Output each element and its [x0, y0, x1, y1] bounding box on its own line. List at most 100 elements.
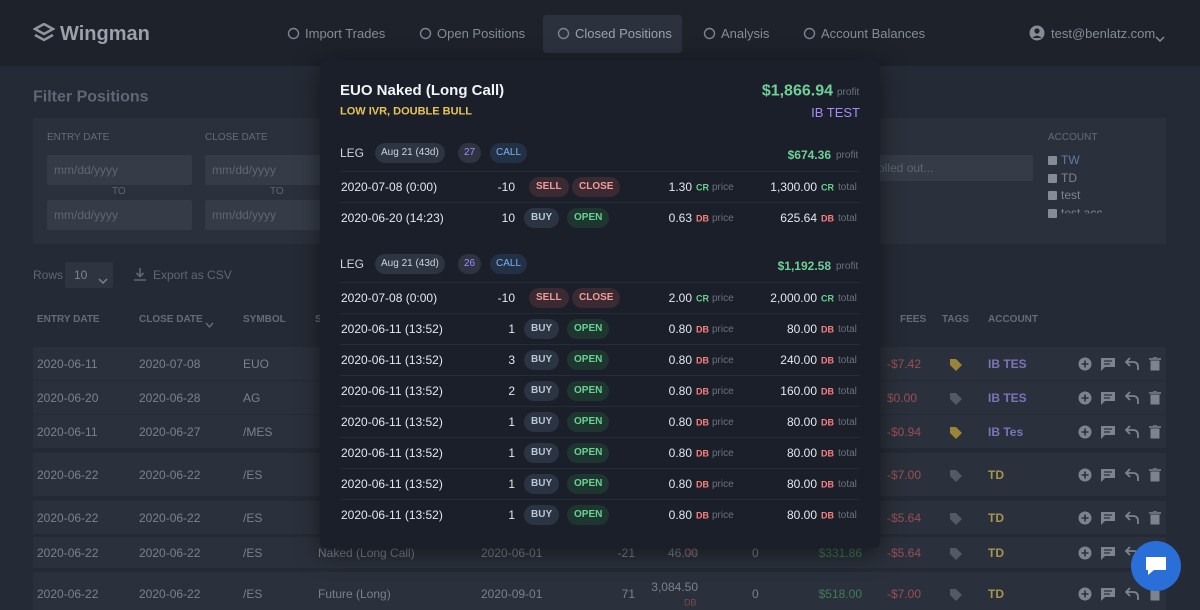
user-email[interactable]: test@benlatz.com — [1051, 26, 1156, 42]
filter-label: ENTRY DATE — [47, 132, 110, 143]
account-checkbox[interactable] — [1048, 173, 1057, 183]
trade-side: SELL — [529, 177, 569, 197]
icon-part — [1124, 357, 1139, 370]
export-icon — [134, 268, 146, 281]
note-action[interactable] — [1101, 469, 1115, 482]
add-action[interactable] — [1078, 391, 1092, 405]
tag-icon[interactable] — [950, 547, 962, 560]
delete-action[interactable] — [1149, 390, 1161, 405]
icon-part — [1155, 36, 1165, 43]
account-checkbox[interactable] — [1048, 156, 1057, 165]
tag-icon[interactable] — [950, 392, 962, 405]
icon-part — [1124, 587, 1139, 600]
nav-item[interactable]: Open Positions — [437, 26, 526, 42]
cell-price-tag: DB — [684, 547, 697, 558]
note-action[interactable] — [1101, 588, 1115, 601]
icon-part — [1124, 391, 1139, 404]
tag-icon[interactable] — [950, 588, 962, 601]
note-action[interactable] — [1101, 512, 1115, 525]
filter-to: TO — [112, 186, 126, 197]
trade-price: 0.80 — [668, 383, 692, 398]
search-input[interactable] — [860, 155, 1033, 181]
icon-part — [1081, 549, 1089, 557]
roll-action[interactable] — [1124, 468, 1139, 482]
account-checkbox[interactable] — [1048, 208, 1057, 218]
cell-symbol: AG — [243, 390, 261, 405]
cell-symbol: /ES — [243, 545, 263, 560]
rows-select[interactable] — [65, 262, 113, 288]
column-header: TAGS — [942, 314, 970, 325]
icon-part — [803, 27, 816, 40]
cell-strategy: Naked (Long Call) — [318, 545, 415, 560]
trade-qty: 1 — [508, 476, 515, 491]
roll-action[interactable] — [1124, 357, 1139, 371]
add-action[interactable] — [1078, 425, 1092, 439]
trade-side: BUY — [524, 474, 560, 494]
filter-label: ACCOUNT — [1048, 132, 1098, 143]
nav-item[interactable]: Account Balances — [821, 26, 926, 42]
account-option: test acc — [1061, 205, 1103, 220]
nav-item[interactable]: Analysis — [721, 26, 770, 42]
cell-close: 2020-06-22 — [139, 510, 201, 525]
roll-action[interactable] — [1124, 587, 1139, 601]
trade-price-tag: DB — [696, 355, 709, 366]
nav-item[interactable]: Closed Positions — [575, 26, 672, 42]
trade-side: BUY — [524, 208, 560, 228]
icon-part — [1104, 549, 1112, 554]
date-input[interactable] — [47, 200, 192, 230]
cell-fees: -$5.64 — [887, 545, 922, 560]
icon-part — [1149, 424, 1161, 428]
roll-action[interactable] — [1124, 425, 1139, 439]
tag-icon[interactable] — [950, 358, 962, 371]
add-action[interactable] — [1078, 357, 1092, 371]
icon-part — [950, 589, 962, 601]
leg-strike: 27 — [458, 143, 482, 163]
add-action[interactable] — [1078, 468, 1092, 482]
note-action[interactable] — [1101, 547, 1115, 560]
delete-action[interactable] — [1149, 467, 1161, 482]
delete-action[interactable] — [1149, 356, 1161, 371]
add-action[interactable] — [1078, 546, 1092, 560]
roll-action[interactable] — [1124, 391, 1139, 405]
row-divider — [340, 406, 860, 407]
icon-part — [1101, 469, 1115, 482]
trade-action: OPEN — [567, 474, 610, 494]
icon-part — [1078, 425, 1092, 439]
cell-entry: 2020-06-11 — [37, 356, 98, 371]
note-action[interactable] — [1101, 358, 1115, 371]
date-input[interactable] — [47, 155, 192, 185]
filter-to: TO — [270, 186, 284, 197]
trade-total: 1,300.00 — [770, 179, 817, 194]
icon-part — [1032, 35, 1042, 38]
trade-total-label: total — [838, 213, 857, 224]
date-placeholder: mm/dd/yyyy — [54, 162, 119, 177]
roll-action[interactable] — [1124, 511, 1139, 525]
nav-item[interactable]: Import Trades — [305, 26, 386, 42]
delete-action[interactable] — [1149, 424, 1161, 439]
tag-icon[interactable] — [950, 426, 962, 439]
cell-entry: 2020-06-11 — [37, 424, 98, 439]
cell-account: TD — [988, 467, 1004, 482]
add-action[interactable] — [1078, 511, 1092, 525]
trade-qty: 2 — [508, 383, 515, 398]
tag-icon[interactable] — [950, 512, 962, 525]
trade-qty: -10 — [497, 290, 515, 305]
tag-icon[interactable] — [950, 469, 962, 482]
account-checkbox[interactable] — [1048, 191, 1057, 200]
delete-action[interactable] — [1149, 510, 1161, 525]
cell-price: 46.00 — [667, 545, 698, 560]
icon-part — [1150, 360, 1160, 371]
icon-part — [205, 322, 214, 329]
note-action[interactable] — [1101, 426, 1115, 439]
trade-price: 1.30 — [668, 179, 692, 194]
trade-total-label: total — [838, 448, 857, 459]
note-action[interactable] — [1101, 392, 1115, 405]
icon-part — [1078, 546, 1092, 560]
trade-total: 160.00 — [780, 383, 817, 398]
table-row[interactable] — [33, 572, 1166, 610]
add-action[interactable] — [1078, 587, 1092, 601]
trade-price-label: price — [712, 324, 734, 335]
export-button[interactable]: Export as CSV — [153, 267, 232, 282]
trade-price-tag: CR — [696, 182, 709, 193]
